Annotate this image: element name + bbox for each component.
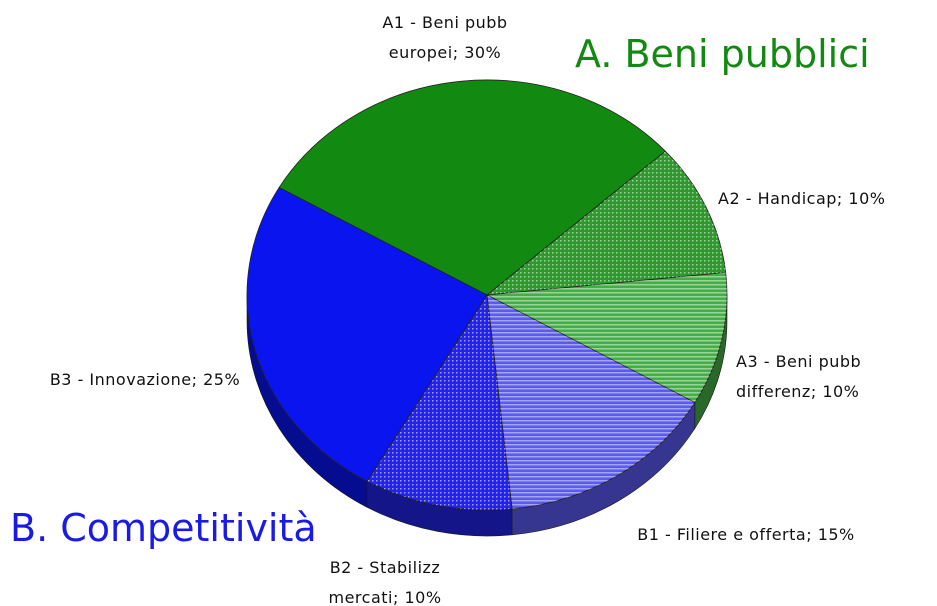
- slice-side-shade: [512, 402, 695, 535]
- slice-value: 30%: [464, 43, 502, 62]
- slice-label: A1 - Beni pubb europei; 30%: [345, 8, 545, 68]
- slice-label: B2 - Stabilizz mercati; 10%: [300, 553, 470, 606]
- slice-side-shade: [694, 295, 727, 429]
- slice-pattern: [367, 295, 513, 510]
- slice-category: B2 - Stabilizz mercati;: [328, 558, 441, 606]
- slice-category: A2 - Handicap;: [718, 189, 843, 208]
- slice-side-shade: [247, 295, 367, 508]
- slice: [246, 186, 488, 482]
- slice-category: A1 - Beni pubb europei;: [382, 13, 508, 62]
- slice-label: B3 - Innovazione; 25%: [40, 365, 250, 395]
- slice-category: A3 - Beni pubb differenz;: [736, 352, 862, 401]
- slice-label: A2 - Handicap; 10%: [718, 184, 933, 214]
- slice-label: B1 - Filiere e offerta; 15%: [626, 520, 866, 550]
- slice-value: 25%: [203, 370, 241, 389]
- slice-pattern: [487, 151, 726, 295]
- slice-value: 10%: [404, 588, 442, 606]
- slice-pattern: [487, 272, 727, 403]
- slice-value: 10%: [822, 382, 860, 401]
- slice-category: B3 - Innovazione;: [49, 370, 198, 389]
- slice-category: B1 - Filiere e offerta;: [637, 525, 813, 544]
- slice: [278, 79, 666, 296]
- slice-side-shade: [367, 481, 513, 536]
- slice-pattern: [487, 295, 695, 509]
- slice-value: 15%: [817, 525, 855, 544]
- group-title: B. Competitività: [10, 506, 317, 550]
- slice-value: 10%: [848, 189, 886, 208]
- slice-label: A3 - Beni pubb differenz; 10%: [736, 347, 906, 407]
- group-title: A. Beni pubblici: [575, 32, 870, 76]
